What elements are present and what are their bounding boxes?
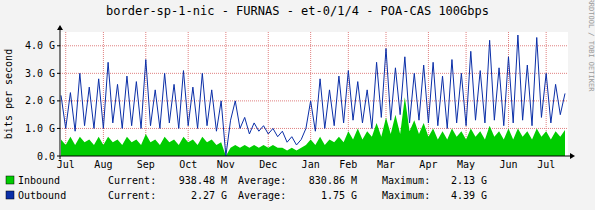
x-tick-label: Nov	[217, 159, 235, 170]
legend-stat-value: 2.13 G	[451, 175, 487, 186]
y-axis	[60, 28, 61, 159]
title: border-sp-1-nic - FURNAS - et-0/1/4 - PO…	[106, 4, 489, 18]
x-tick-label: Jun	[499, 159, 517, 170]
x-axis-arrow	[570, 153, 575, 159]
grid-line	[225, 32, 226, 156]
y-tick-label: 2.0 G	[25, 95, 55, 106]
x-tick-label: May	[457, 159, 475, 170]
x-tick-label: Aug	[94, 159, 112, 170]
y-tick-label: 0.0	[37, 151, 55, 162]
x-tick-label: Mar	[377, 159, 395, 170]
x-tick-label: Jul	[537, 159, 555, 170]
legend-stat-value: 4.39 G	[451, 190, 487, 201]
grid-line	[60, 100, 568, 101]
plot-area	[60, 32, 568, 156]
y-tick-label: 1.0 G	[25, 123, 55, 134]
legend-swatch	[6, 191, 14, 199]
watermark: RRDTOOL / TOBI OETIKER	[587, 0, 595, 92]
inbound-area	[61, 97, 565, 156]
outbound-line	[61, 35, 565, 156]
y-tick-label: 4.0 G	[25, 40, 55, 51]
legend-stat-label: Average:	[238, 175, 286, 186]
x-tick-label: Jan	[302, 159, 320, 170]
chart: border-sp-1-nic - FURNAS - et-0/1/4 - PO…	[0, 0, 595, 210]
legend-stat-value: 2.27 G	[191, 190, 227, 201]
legend-label: Inbound	[18, 175, 60, 186]
y-axis-label: bits per second	[3, 49, 14, 139]
legend-label: Outbound	[18, 190, 66, 201]
x-tick-label: Sep	[137, 159, 155, 170]
grid-line	[60, 128, 568, 129]
grid-line	[60, 45, 568, 46]
x-tick-label: Feb	[339, 159, 357, 170]
background	[0, 0, 595, 210]
legend-stat-value: 938.48 M	[179, 175, 227, 186]
grid-line	[188, 32, 189, 156]
x-tick-label: Oct	[179, 159, 197, 170]
grid-line	[466, 32, 467, 156]
legend-stat-value: 830.86 M	[309, 175, 357, 186]
grid-line	[310, 32, 311, 156]
legend-stat-label: Maximum:	[382, 175, 430, 186]
legend-swatch	[6, 176, 14, 184]
grid-line	[65, 32, 66, 156]
y-tick-label: 3.0 G	[25, 68, 55, 79]
legend-stat-label: Current:	[108, 190, 156, 201]
x-axis	[60, 156, 572, 157]
legend-stat-label: Average:	[238, 190, 286, 201]
legend-stat-value: 1.75 G	[321, 190, 357, 201]
legend-stat-label: Current:	[108, 175, 156, 186]
x-tick-label: Jul	[57, 159, 75, 170]
grid-line	[103, 32, 104, 156]
series-group	[61, 35, 565, 156]
legend-stat-label: Maximum:	[382, 190, 430, 201]
y-axis-arrow	[57, 25, 63, 30]
x-tick-label: Dec	[259, 159, 277, 170]
grid-line	[268, 32, 269, 156]
x-tick-label: Apr	[419, 159, 437, 170]
